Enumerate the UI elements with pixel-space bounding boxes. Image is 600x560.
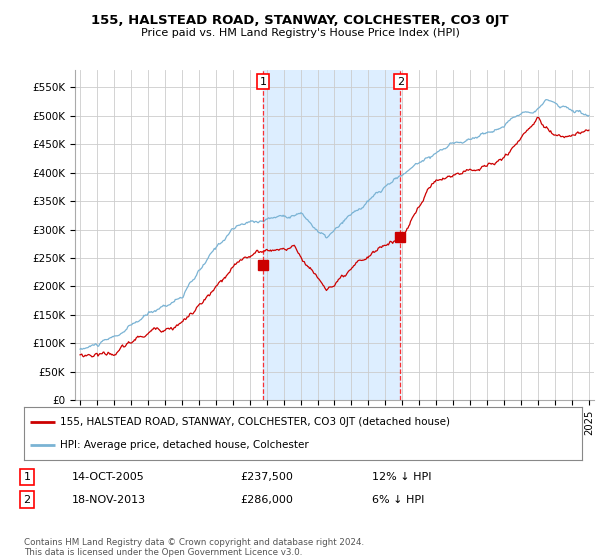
Text: 18-NOV-2013: 18-NOV-2013 [72, 494, 146, 505]
Text: 1: 1 [23, 472, 31, 482]
Text: 2: 2 [23, 494, 31, 505]
Text: £237,500: £237,500 [240, 472, 293, 482]
Text: £286,000: £286,000 [240, 494, 293, 505]
Text: Price paid vs. HM Land Registry's House Price Index (HPI): Price paid vs. HM Land Registry's House … [140, 28, 460, 38]
Text: HPI: Average price, detached house, Colchester: HPI: Average price, detached house, Colc… [60, 440, 309, 450]
Text: 155, HALSTEAD ROAD, STANWAY, COLCHESTER, CO3 0JT: 155, HALSTEAD ROAD, STANWAY, COLCHESTER,… [91, 14, 509, 27]
Text: 14-OCT-2005: 14-OCT-2005 [72, 472, 145, 482]
Text: 1: 1 [260, 77, 266, 87]
Bar [263, 70, 400, 400]
Text: 6% ↓ HPI: 6% ↓ HPI [372, 494, 424, 505]
Text: 2: 2 [397, 77, 404, 87]
Text: 12% ↓ HPI: 12% ↓ HPI [372, 472, 431, 482]
Text: Contains HM Land Registry data © Crown copyright and database right 2024.
This d: Contains HM Land Registry data © Crown c… [24, 538, 364, 557]
Text: 155, HALSTEAD ROAD, STANWAY, COLCHESTER, CO3 0JT (detached house): 155, HALSTEAD ROAD, STANWAY, COLCHESTER,… [60, 417, 450, 427]
